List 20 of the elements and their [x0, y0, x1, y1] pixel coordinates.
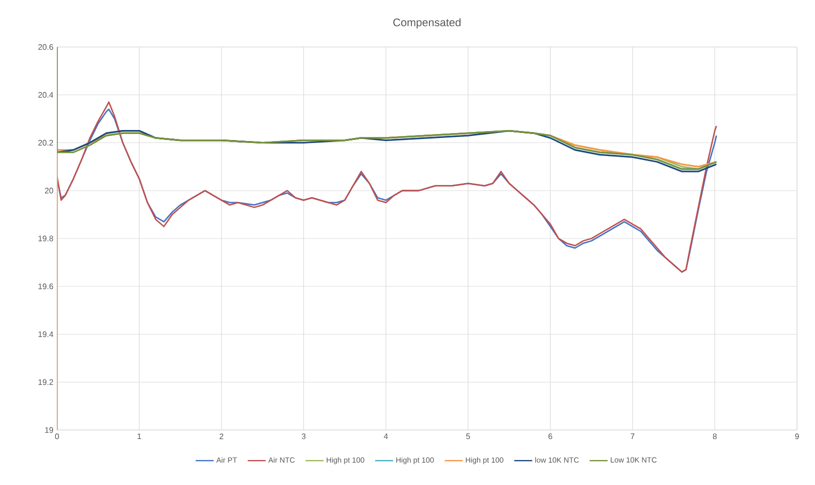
- y-tick-label: 20.6: [38, 44, 54, 50]
- x-tick-label: 7: [630, 434, 634, 440]
- x-tick-label: 6: [548, 434, 552, 440]
- y-tick-label: 19.4: [38, 331, 54, 338]
- y-tick-label: 19.2: [38, 379, 54, 385]
- x-tick-label: 9: [795, 434, 799, 440]
- y-tick-label: 20.2: [38, 140, 54, 146]
- x-tick-label: 4: [384, 434, 388, 440]
- y-tick-label: 20: [44, 188, 54, 194]
- x-tick-label: 8: [712, 434, 717, 440]
- y-tick-label: 20.4: [38, 92, 54, 98]
- x-tick-label: 2: [220, 434, 224, 440]
- chart-title: Compensated: [393, 18, 461, 28]
- x-tick-label: 1: [138, 434, 142, 440]
- x-tick-label: 0: [55, 434, 59, 440]
- y-tick-label: 19: [45, 427, 54, 433]
- x-tick-label: 3: [302, 434, 306, 440]
- x-tick-label: 5: [466, 434, 470, 440]
- y-tick-label: 19.6: [38, 284, 54, 290]
- y-tick-label: 19.8: [38, 236, 54, 242]
